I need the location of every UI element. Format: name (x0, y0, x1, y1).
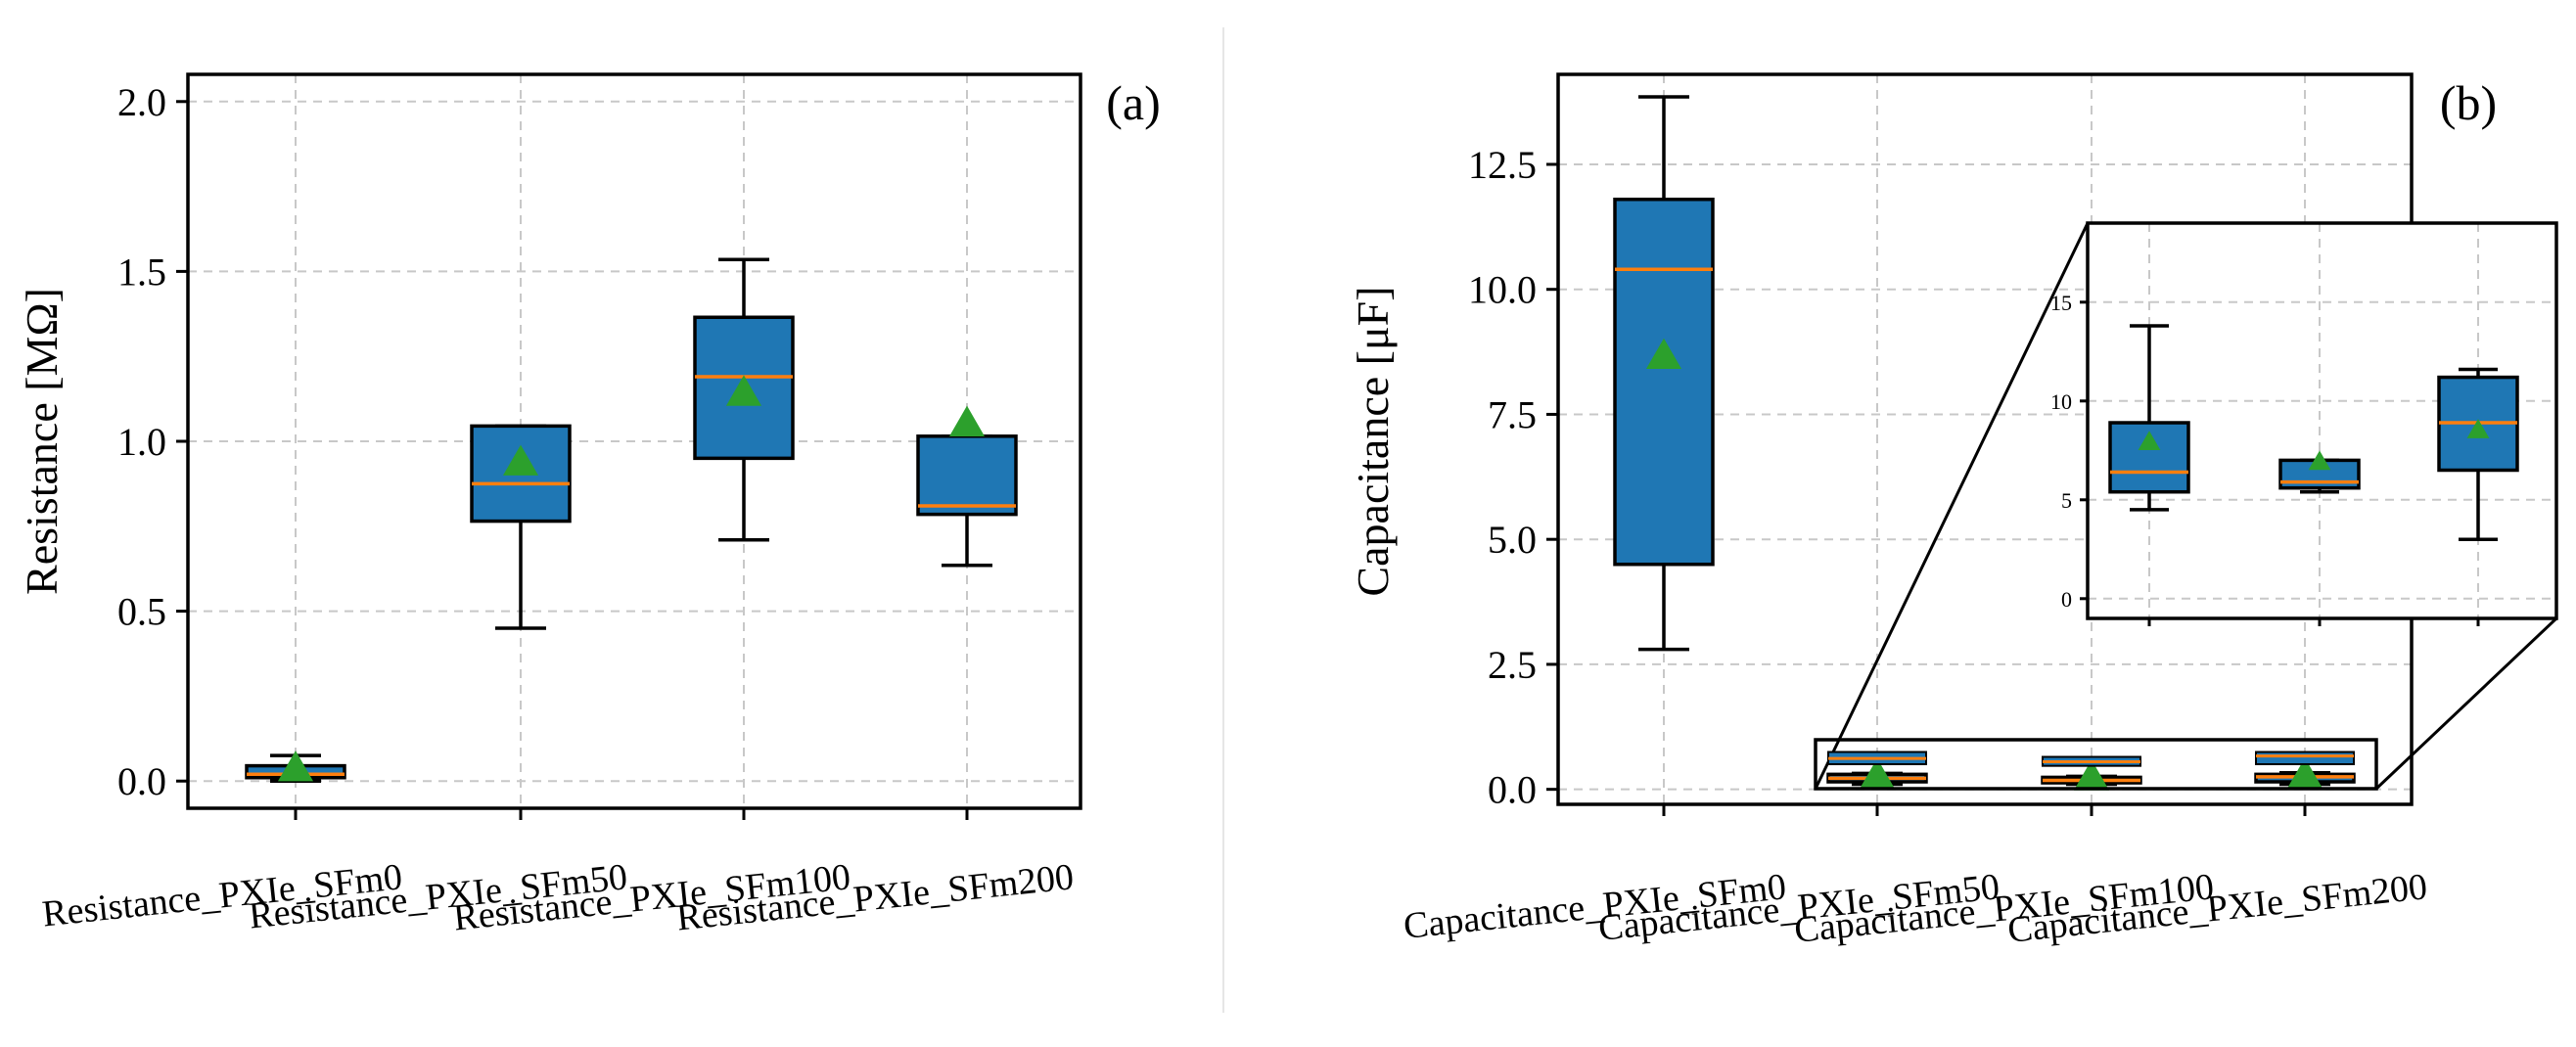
capacitance-0-box (1613, 197, 1715, 567)
zoom-connector-line-right (2374, 616, 2558, 791)
inset-1-mean-marker (2308, 450, 2331, 471)
capacitance-inset-plot: 0 5 10 15 (2050, 221, 2558, 626)
inset-y-tick-label: 10 (2050, 389, 2072, 414)
inset-zoom-indicator (1814, 222, 2558, 791)
resistance-y-axis-label: Resistance [MΩ] (17, 288, 67, 595)
resistance-0-mean-marker (277, 751, 314, 782)
resistance-y-tick-label: 1.0 (117, 420, 166, 464)
zoom-region-box-3 (2255, 751, 2355, 765)
capacitance-y-tick-label: 2.5 (1488, 643, 1537, 687)
capacitance-y-tick-label: 0.0 (1488, 768, 1537, 812)
resistance-y-tick-label: 0.0 (117, 759, 166, 803)
panel-b-label: (b) (2440, 75, 2497, 130)
resistance-y-tick-label: 0.5 (117, 590, 166, 634)
capacitance-1-mean-marker (1859, 757, 1896, 790)
capacitance-0-mean-marker (1645, 338, 1682, 370)
capacitance-y-tick-label: 5.0 (1488, 518, 1537, 562)
resistance-y-tick-label: 1.5 (117, 250, 166, 294)
panel-a-label: (a) (1106, 75, 1161, 130)
resistance-2-mean-marker (725, 375, 762, 406)
inset-frame (2086, 221, 2558, 620)
capacitance-2-mean-marker (2073, 759, 2110, 791)
capacitance-category-label: Capacitance_PXIe_SFm200 (2005, 866, 2429, 951)
capacitance-boxplot-panel: 0.0 2.5 5.0 7.5 10.0 12.5 Capacitance_PXIe_SF… (1348, 72, 2558, 951)
capacitance-y-axis-label: Capacitance [μF] (1348, 286, 1398, 596)
inset-0-mean-marker (2138, 431, 2161, 451)
resistance-boxplot-panel: 0.00.51.01.52.0 Resistance_PXIe_SFm0Resi… (17, 72, 1161, 939)
inset-y-tick-label: 15 (2050, 291, 2072, 315)
resistance-3-box (916, 434, 1018, 517)
inset-2-mean-marker (2466, 419, 2490, 438)
capacitance-y-tick-label: 7.5 (1488, 392, 1537, 436)
resistance-1-mean-marker (502, 444, 539, 476)
capacitance-y-tick-label: 10.0 (1468, 268, 1537, 312)
inset-y-tick-label: 0 (2061, 587, 2072, 612)
zoom-connector-line-left (1814, 222, 2090, 790)
resistance-y-tick-label: 2.0 (117, 80, 166, 124)
resistance-1-box (470, 424, 572, 524)
inset-y-tick-label: 5 (2061, 488, 2072, 513)
capacitance-y-tick-label: 12.5 (1468, 143, 1537, 187)
zoom-region-box (1814, 738, 2378, 791)
resistance-3-mean-marker (948, 405, 986, 436)
capacitance-3-mean-marker (2286, 757, 2323, 789)
